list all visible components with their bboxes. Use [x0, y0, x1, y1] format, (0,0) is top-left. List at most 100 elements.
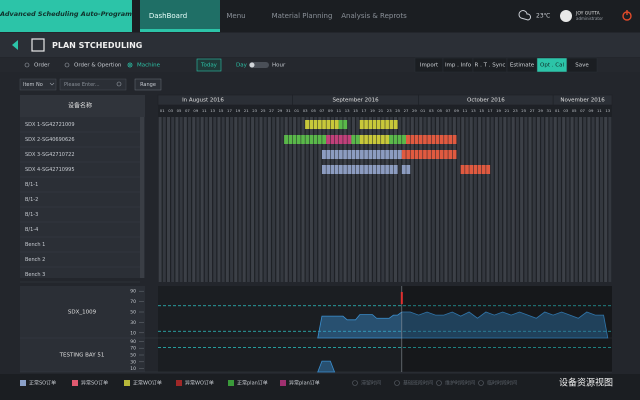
avatar[interactable]: [560, 10, 572, 22]
row-label: Bench 1: [25, 242, 45, 248]
footer: [0, 374, 640, 400]
day-column: [499, 117, 502, 282]
day-label: 25: [521, 108, 526, 113]
day-label: 05: [572, 108, 577, 113]
scrollbar[interactable]: [140, 117, 144, 278]
row-label: SDX 1-SG42721009: [25, 122, 75, 128]
y-tick-label: 70: [130, 299, 136, 305]
day-label: 07: [580, 108, 585, 113]
day-column: [486, 117, 489, 282]
day-label: 31: [547, 108, 552, 113]
day-label: 09: [328, 108, 333, 113]
row-label: Bench 3: [25, 272, 45, 278]
day-label: 09: [589, 108, 594, 113]
day-column: [508, 117, 511, 282]
y-tick-label: 10: [130, 330, 136, 336]
row-label: B/1-3: [25, 212, 38, 218]
day-label: 27: [269, 108, 274, 113]
legend-label: 正常WO订单: [133, 380, 162, 387]
day-label: 11: [462, 108, 467, 113]
y-tick-label: 10: [130, 366, 136, 372]
day-column: [516, 117, 519, 282]
day-label: 29: [538, 108, 543, 113]
day-label: 03: [429, 108, 434, 113]
day-column: [579, 117, 582, 282]
day-label: 11: [597, 108, 602, 113]
day-column: [251, 117, 254, 282]
scale-label: Hour: [272, 63, 286, 69]
day-label: 29: [277, 108, 282, 113]
row-label: B/1-4: [25, 227, 38, 233]
day-column: [180, 117, 183, 282]
row-label: SDX 3-SG42710722: [25, 152, 75, 158]
legend-swatch: [228, 380, 234, 386]
day-label: 31: [286, 108, 291, 113]
day-column: [276, 117, 279, 282]
legend-swatch: [280, 380, 286, 386]
day-column: [558, 117, 561, 282]
day-column: [545, 117, 548, 282]
nav-item[interactable]: Menu: [226, 12, 245, 20]
y-tick-label: 50: [130, 353, 136, 359]
page-title: PLAN STCHEDULING: [52, 41, 142, 50]
day-column: [554, 117, 557, 282]
today-marker: [401, 292, 403, 304]
nav-underline: [140, 29, 220, 32]
panel-label: SDX_1009: [68, 310, 97, 316]
day-column: [482, 117, 485, 282]
app-title: Advanced Scheduling Auto-Program: [0, 10, 132, 18]
legend-label: 基础班段时间: [403, 380, 433, 387]
day-column: [608, 117, 611, 282]
day-label: 03: [303, 108, 308, 113]
day-label: 13: [471, 108, 476, 113]
day-label: 17: [227, 108, 232, 113]
day-label: 11: [336, 108, 341, 113]
day-column: [238, 117, 241, 282]
future-shade: [402, 286, 612, 372]
day-label: 17: [488, 108, 493, 113]
legend-label: 正常plan订单: [237, 380, 268, 387]
day-column: [592, 117, 595, 282]
day-column: [566, 117, 569, 282]
nav-item[interactable]: Material Planning: [272, 12, 333, 20]
day-column: [575, 117, 578, 282]
day-label: 05: [177, 108, 182, 113]
day-label: 19: [496, 108, 501, 113]
month-label: In August 2016: [182, 98, 224, 104]
day-label: 23: [387, 108, 392, 113]
day-label: 19: [370, 108, 375, 113]
day-label: 03: [168, 108, 173, 113]
day-column: [184, 117, 187, 282]
day-column: [529, 117, 532, 282]
view-option[interactable]: Machine: [137, 63, 161, 69]
day-label: 15: [219, 108, 224, 113]
day-label: 09: [193, 108, 198, 113]
legend-label: 异常WO订单: [185, 380, 214, 387]
day-column: [457, 117, 460, 282]
day-column: [600, 117, 603, 282]
day-label: 27: [404, 108, 409, 113]
y-tick-label: 30: [130, 320, 136, 326]
day-label: 01: [555, 108, 560, 113]
day-column: [159, 117, 162, 282]
day-label: 01: [294, 108, 299, 113]
day-label: 29: [412, 108, 417, 113]
y-tick-label: 50: [130, 310, 136, 316]
day-column: [533, 117, 536, 282]
toggle-knob: [250, 63, 255, 68]
day-label: 15: [353, 108, 358, 113]
day-label: 07: [446, 108, 451, 113]
view-option[interactable]: Order: [34, 63, 50, 69]
day-column: [491, 117, 494, 282]
day-column: [272, 117, 275, 282]
nav-item[interactable]: Analysis & Reprots: [341, 12, 407, 20]
legend-swatch: [124, 380, 130, 386]
action-label: Save: [575, 63, 589, 69]
day-label: 23: [513, 108, 518, 113]
nav-item[interactable]: DashBoard: [149, 12, 187, 20]
day-column: [550, 117, 553, 282]
day-label: 23: [252, 108, 257, 113]
day-column: [461, 117, 464, 282]
view-option[interactable]: Order & Opertion: [74, 63, 122, 69]
